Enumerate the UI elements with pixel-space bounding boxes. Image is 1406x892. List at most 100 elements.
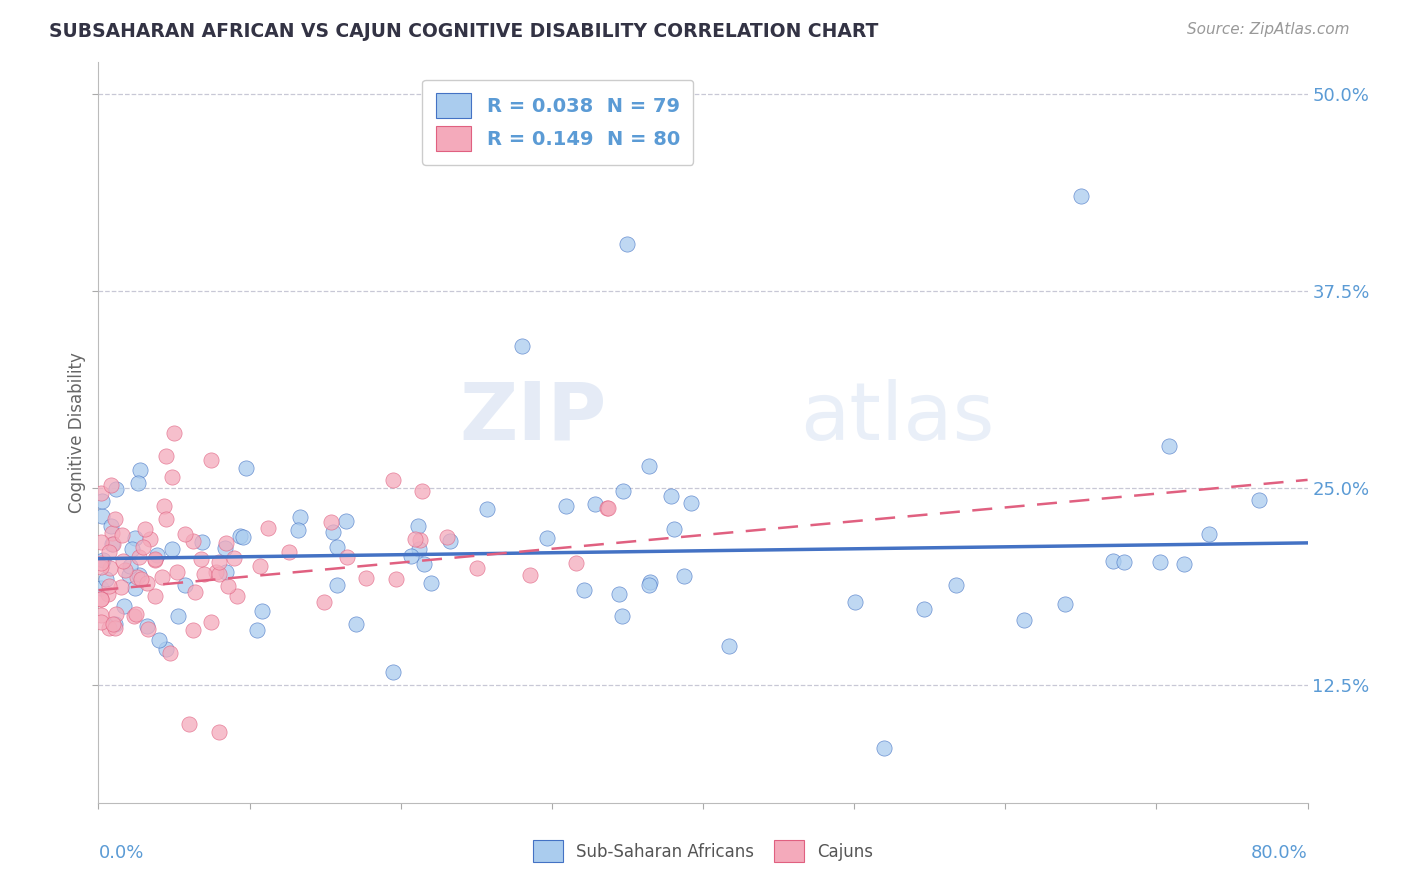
Point	[114, 563, 136, 577]
Point	[155, 641, 177, 656]
Point	[127, 476, 149, 491]
Point	[118, 567, 141, 582]
Point	[411, 484, 433, 499]
Point	[235, 461, 257, 475]
Point	[612, 483, 634, 498]
Point	[134, 522, 156, 536]
Point	[335, 514, 357, 528]
Point	[326, 540, 349, 554]
Point	[135, 576, 157, 591]
Point	[125, 607, 148, 621]
Text: 80.0%: 80.0%	[1251, 844, 1308, 862]
Point	[322, 524, 344, 539]
Point	[100, 478, 122, 492]
Y-axis label: Cognitive Disability: Cognitive Disability	[67, 352, 86, 513]
Point	[217, 579, 239, 593]
Point	[91, 494, 114, 508]
Point	[1198, 527, 1220, 541]
Point	[90, 486, 112, 500]
Point	[146, 548, 169, 562]
Point	[173, 578, 195, 592]
Point	[232, 530, 254, 544]
Point	[406, 518, 429, 533]
Point	[354, 571, 377, 585]
Point	[250, 604, 273, 618]
Point	[436, 530, 458, 544]
Point	[97, 587, 120, 601]
Point	[287, 523, 309, 537]
Point	[1012, 613, 1035, 627]
Point	[477, 502, 499, 516]
Point	[673, 569, 696, 583]
Point	[208, 725, 231, 739]
Point	[143, 552, 166, 566]
Point	[873, 740, 896, 755]
Point	[91, 553, 114, 567]
Point	[1173, 557, 1195, 571]
Point	[181, 623, 204, 637]
Text: SUBSAHARAN AFRICAN VS CAJUN COGNITIVE DISABILITY CORRELATION CHART: SUBSAHARAN AFRICAN VS CAJUN COGNITIVE DI…	[49, 22, 879, 41]
Point	[1054, 597, 1077, 611]
Point	[598, 500, 620, 515]
Point	[155, 512, 177, 526]
Point	[420, 575, 443, 590]
Point	[246, 623, 269, 637]
Point	[101, 525, 124, 540]
Point	[90, 608, 112, 623]
Point	[98, 561, 121, 575]
Point	[912, 602, 935, 616]
Point	[148, 632, 170, 647]
Point	[91, 509, 114, 524]
Point	[131, 572, 153, 586]
Point	[139, 532, 162, 546]
Point	[610, 608, 633, 623]
Point	[136, 622, 159, 636]
Text: atlas: atlas	[800, 379, 994, 457]
Point	[225, 589, 247, 603]
Point	[229, 529, 252, 543]
Point	[112, 599, 135, 613]
Point	[214, 541, 236, 555]
Point	[465, 561, 488, 575]
Point	[659, 489, 682, 503]
Point	[122, 608, 145, 623]
Point	[112, 554, 135, 568]
Point	[90, 556, 112, 570]
Point	[120, 558, 142, 573]
Point	[160, 542, 183, 557]
Point	[90, 582, 112, 596]
Point	[124, 531, 146, 545]
Point	[94, 572, 117, 586]
Point	[98, 545, 121, 559]
Point	[90, 559, 112, 574]
Point	[321, 515, 343, 529]
Text: ZIP: ZIP	[458, 379, 606, 457]
Point	[104, 512, 127, 526]
Point	[128, 550, 150, 565]
Point	[382, 473, 405, 487]
Point	[385, 572, 408, 586]
Point	[163, 425, 186, 440]
Point	[143, 553, 166, 567]
Point	[103, 621, 125, 635]
Point	[143, 590, 166, 604]
Point	[945, 577, 967, 591]
Point	[90, 535, 112, 549]
Point	[616, 236, 638, 251]
Point	[174, 527, 197, 541]
Point	[399, 549, 422, 563]
Point	[160, 470, 183, 484]
Text: Source: ZipAtlas.com: Source: ZipAtlas.com	[1187, 22, 1350, 37]
Point	[1101, 554, 1123, 568]
Point	[638, 574, 661, 589]
Point	[596, 501, 619, 516]
Point	[519, 568, 541, 582]
Point	[344, 617, 367, 632]
Point	[103, 616, 125, 631]
Point	[536, 531, 558, 545]
Point	[607, 586, 630, 600]
Point	[408, 533, 430, 548]
Point	[1112, 556, 1135, 570]
Point	[637, 577, 659, 591]
Point	[205, 565, 228, 579]
